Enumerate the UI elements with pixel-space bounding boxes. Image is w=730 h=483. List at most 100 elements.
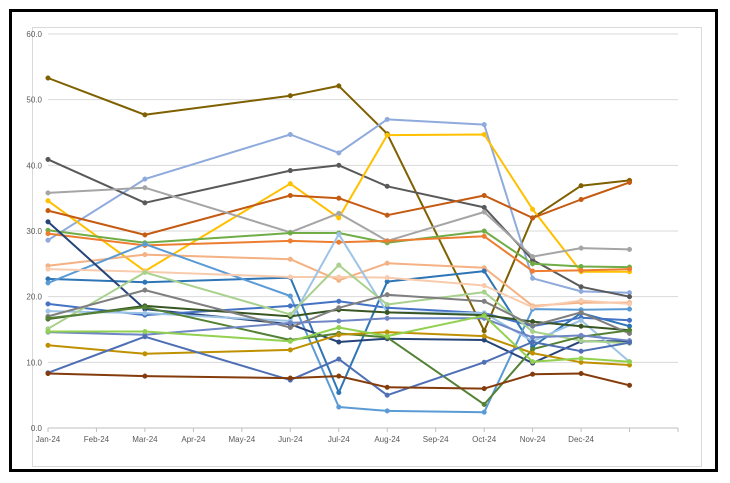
data-point <box>578 309 584 315</box>
data-point <box>530 261 536 267</box>
series-2 <box>45 116 633 296</box>
data-point <box>142 252 148 258</box>
data-point <box>384 238 390 244</box>
data-point <box>530 268 536 274</box>
data-point <box>45 237 51 243</box>
data-point <box>481 228 487 234</box>
data-point <box>287 181 293 187</box>
gridlines <box>48 33 678 363</box>
data-point <box>45 370 51 377</box>
data-point <box>530 304 536 310</box>
data-point <box>45 219 51 225</box>
data-point <box>578 288 584 294</box>
data-point <box>142 176 148 182</box>
data-point <box>142 185 148 191</box>
data-point <box>626 317 633 323</box>
data-point <box>481 192 487 199</box>
data-point <box>530 275 536 281</box>
data-point <box>481 268 487 274</box>
data-point <box>530 254 536 260</box>
data-point <box>384 408 390 414</box>
data-point <box>384 384 390 390</box>
data-point <box>626 294 633 300</box>
data-point <box>45 190 51 196</box>
data-point <box>287 293 293 299</box>
data-point <box>336 239 342 245</box>
data-point <box>45 156 51 162</box>
series-line <box>47 335 631 397</box>
data-point <box>142 200 148 206</box>
data-point <box>142 334 148 340</box>
data-point <box>336 339 342 345</box>
data-point <box>481 359 487 365</box>
data-point <box>578 298 584 304</box>
data-point <box>45 280 51 286</box>
data-point <box>384 392 390 398</box>
data-point <box>384 183 390 189</box>
data-point <box>336 332 342 338</box>
data-point <box>530 323 536 329</box>
data-point <box>481 298 487 304</box>
data-point <box>287 303 293 309</box>
data-point <box>626 246 633 252</box>
data-point <box>142 241 148 247</box>
y-tick-label: 30.0 <box>26 227 42 236</box>
data-point <box>287 168 293 174</box>
data-point <box>578 196 584 203</box>
data-point <box>481 333 487 339</box>
x-tick-label: May-24 <box>229 435 256 444</box>
data-point <box>530 328 536 335</box>
data-point <box>481 401 487 407</box>
data-point <box>384 260 390 266</box>
data-point <box>481 131 487 138</box>
data-point <box>384 309 390 315</box>
data-point <box>336 274 342 280</box>
data-point <box>336 195 342 201</box>
data-point <box>45 266 51 272</box>
data-point <box>45 308 51 314</box>
data-point <box>336 305 342 311</box>
data-point <box>287 324 293 331</box>
data-point <box>142 287 148 293</box>
data-point <box>384 292 390 298</box>
data-point <box>481 313 487 319</box>
data-point <box>45 75 51 81</box>
data-point <box>578 284 584 290</box>
data-point <box>287 192 293 199</box>
data-point <box>384 116 390 122</box>
x-tick-label: Dec-24 <box>568 435 594 444</box>
data-point <box>45 301 51 307</box>
data-point <box>336 324 342 331</box>
data-point <box>578 267 584 273</box>
data-point <box>530 334 536 340</box>
x-tick-label: Aug-24 <box>374 435 400 444</box>
data-point <box>481 204 487 210</box>
data-point <box>626 301 633 307</box>
x-tick-label: Jun-24 <box>278 435 303 444</box>
x-tick-label: Sep-24 <box>423 435 449 444</box>
series-5 <box>45 179 633 238</box>
data-point <box>336 231 342 237</box>
data-point <box>336 262 342 268</box>
data-point <box>287 338 293 344</box>
data-point <box>481 233 487 239</box>
x-tick-label: Feb-24 <box>84 435 110 444</box>
series-11 <box>45 241 633 415</box>
series-lines <box>45 75 633 415</box>
data-point <box>336 298 342 304</box>
data-point <box>481 328 487 334</box>
data-point <box>481 122 487 128</box>
data-point <box>626 359 633 365</box>
data-point <box>287 256 293 262</box>
x-tick-label: Oct-24 <box>472 435 497 444</box>
x-tick-label: Jan-24 <box>36 435 61 444</box>
x-tick-label: Mar-24 <box>132 435 158 444</box>
data-point <box>336 389 342 396</box>
data-point <box>530 339 536 345</box>
data-point <box>578 332 584 338</box>
data-point <box>142 112 148 118</box>
data-point <box>142 328 148 335</box>
data-point <box>530 206 536 212</box>
data-point <box>287 93 293 99</box>
